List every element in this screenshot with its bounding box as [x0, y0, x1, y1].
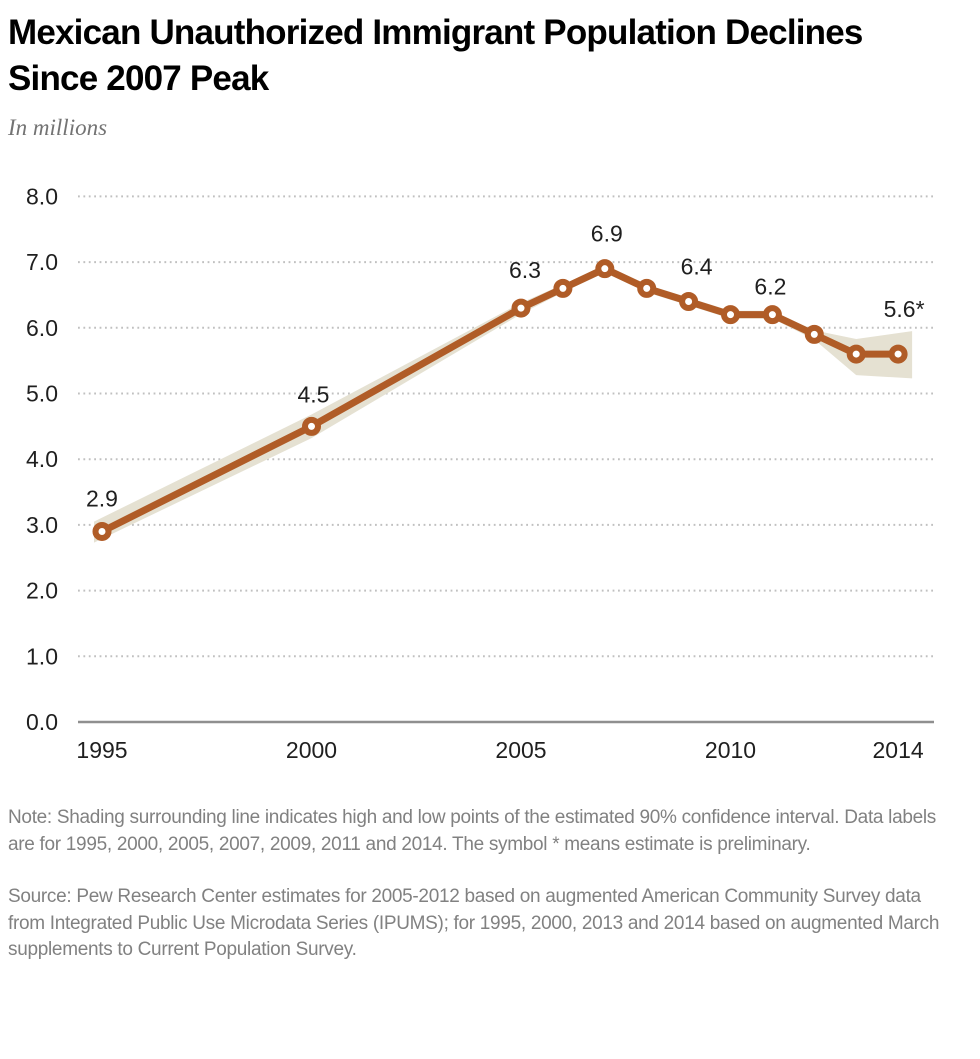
y-tick-label-1: 1.0 [26, 643, 58, 669]
data-point-2005 [511, 298, 531, 318]
x-tick-label-2014: 2014 [873, 737, 924, 763]
line-chart: 0.0 1.0 2.0 3.0 4.0 5.0 6.0 7.0 8.0 2.9 4.5 6.3 6.9 6… [26, 183, 934, 763]
data-point-2011 [762, 305, 782, 325]
y-tick-label-8: 8.0 [26, 183, 58, 209]
data-point-2012 [804, 324, 824, 344]
data-point-2013 [846, 344, 866, 364]
data-point-2007 [595, 259, 615, 279]
x-tick-label-2005: 2005 [495, 737, 546, 763]
note-text: Note: Shading surrounding line indicates… [8, 807, 937, 855]
data-point-2010 [721, 305, 740, 325]
y-tick-label-7: 7.0 [26, 249, 58, 275]
x-tick-label-2010: 2010 [705, 737, 756, 763]
y-tick-label-6: 6.0 [26, 315, 58, 341]
data-point-2000 [302, 416, 321, 436]
chart-area: 0.0 1.0 2.0 3.0 4.0 5.0 6.0 7.0 8.0 2.9 4.5 6.3 6.9 6… [8, 149, 970, 779]
y-tick-label-0: 0.0 [26, 709, 58, 735]
y-tick-label-3: 3.0 [26, 512, 58, 538]
page-title-line-1: Mexican Unauthorized Immigrant Populatio… [8, 13, 863, 52]
data-label-2007: 6.9 [591, 221, 623, 247]
data-point-1995 [92, 521, 112, 541]
page-title: Mexican Unauthorized Immigrant Populatio… [8, 10, 970, 101]
data-label-2005: 6.3 [509, 257, 541, 283]
page-title-line-2: Since 2007 Peak [8, 58, 269, 98]
data-label-1995: 2.9 [86, 485, 118, 511]
data-point-2009 [679, 292, 699, 312]
data-label-2000: 4.5 [298, 381, 330, 407]
x-tick-label-1995: 1995 [76, 737, 127, 763]
data-point-2006 [553, 278, 573, 298]
data-label-2009: 6.4 [681, 254, 713, 280]
data-point-2008 [637, 278, 657, 298]
x-tick-label-2000: 2000 [286, 737, 337, 763]
y-tick-label-4: 4.0 [26, 446, 58, 472]
data-label-2011: 6.2 [754, 274, 786, 300]
data-point-2014 [888, 344, 908, 364]
data-label-2014: 5.6* [884, 296, 925, 322]
y-tick-label-5: 5.0 [26, 381, 58, 407]
confidence-band [94, 264, 913, 543]
chart-subtitle: In millions [8, 115, 108, 140]
source-text: Source: Pew Research Center estimates fo… [8, 886, 940, 961]
y-tick-label-2: 2.0 [26, 578, 58, 604]
